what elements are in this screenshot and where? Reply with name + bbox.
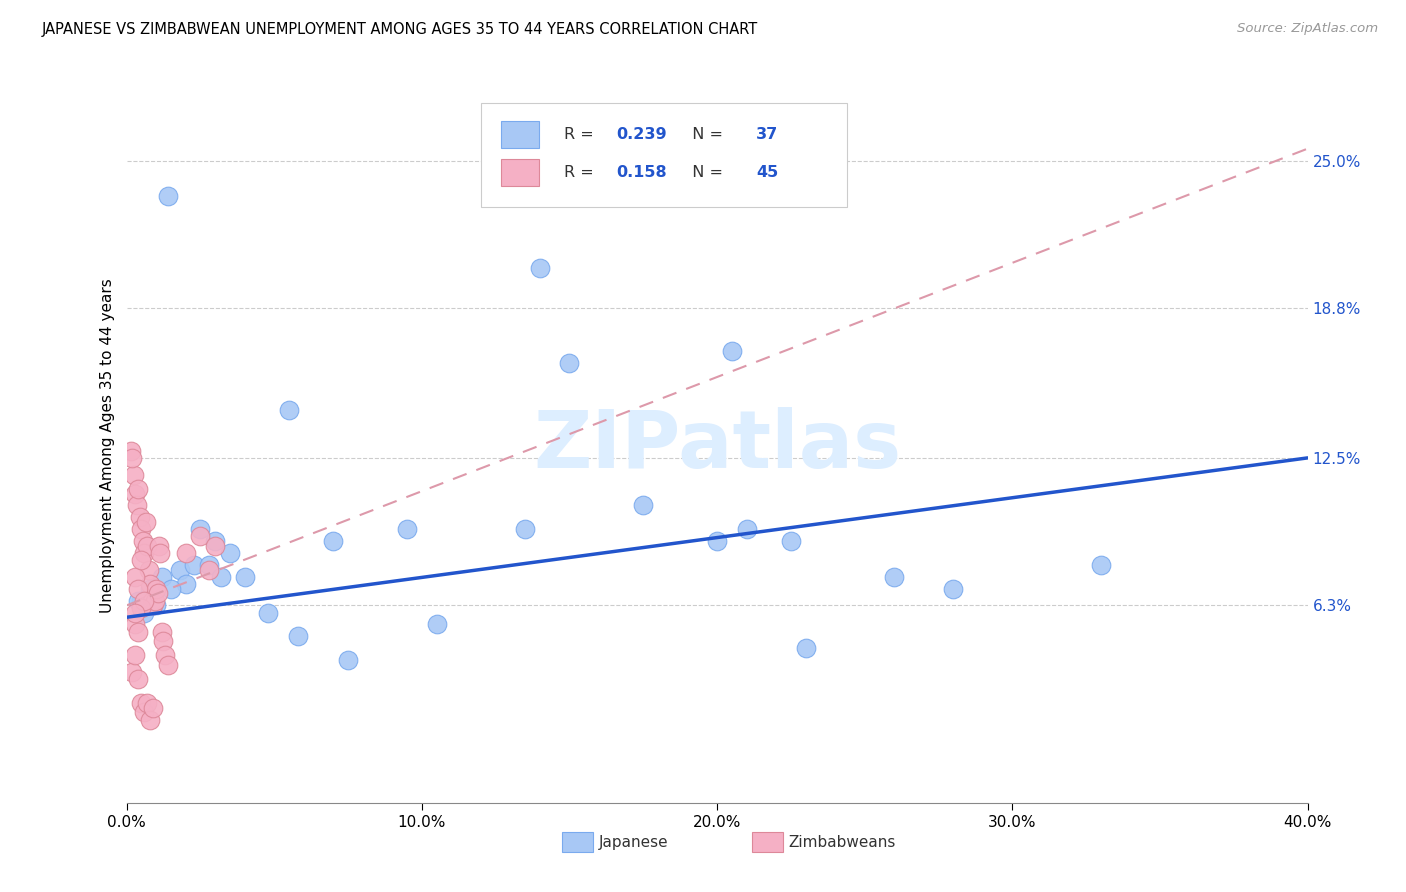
Point [127, 624, 149, 639]
Point [121, 665, 143, 679]
Point [138, 563, 160, 577]
Point [124, 617, 146, 632]
Point [122, 467, 145, 482]
Point [141, 593, 163, 607]
Bar [501, 159, 538, 186]
Point [135, 515, 157, 529]
Point [124, 486, 146, 500]
Point [425, 617, 447, 632]
Point [1090, 558, 1112, 572]
Point [124, 648, 146, 663]
Point [160, 582, 183, 596]
Point [174, 577, 197, 591]
Point [136, 539, 159, 553]
Point [148, 539, 170, 553]
Point [287, 629, 309, 643]
Y-axis label: Unemployment Among Ages 35 to 44 years: Unemployment Among Ages 35 to 44 years [100, 278, 115, 614]
Point [145, 599, 167, 613]
Point [142, 599, 165, 613]
Text: N =: N = [682, 165, 728, 180]
Text: R =: R = [564, 127, 599, 142]
Point [150, 570, 173, 584]
Point [188, 529, 211, 543]
Point [278, 403, 301, 417]
Point [337, 653, 360, 667]
Point [396, 522, 419, 536]
Point [134, 706, 156, 720]
Text: Zimbabweans: Zimbabweans [789, 835, 896, 849]
Point [942, 582, 965, 596]
Text: N =: N = [682, 127, 728, 142]
Point [198, 558, 221, 572]
Point [145, 582, 167, 596]
Point [204, 539, 226, 553]
Point [124, 570, 146, 584]
Point [132, 534, 155, 549]
Point [735, 522, 758, 536]
Text: 37: 37 [756, 127, 779, 142]
Point [121, 450, 143, 465]
Point [529, 260, 551, 275]
Point [142, 599, 165, 613]
Point [706, 534, 728, 549]
Point [183, 558, 205, 572]
Point [257, 606, 280, 620]
Point [127, 482, 149, 496]
Text: Japanese: Japanese [599, 835, 669, 849]
Point [204, 534, 226, 549]
Point [143, 593, 166, 607]
Point [174, 546, 197, 560]
Point [146, 586, 169, 600]
Point [233, 570, 256, 584]
Point [558, 356, 581, 370]
Bar [501, 120, 538, 148]
Text: 0.239: 0.239 [617, 127, 668, 142]
Point [209, 570, 232, 584]
Point [515, 522, 537, 536]
Point [779, 534, 801, 549]
Point [139, 582, 162, 596]
Point [153, 648, 176, 663]
Point [139, 713, 162, 727]
Point [198, 563, 221, 577]
Point [129, 593, 153, 607]
FancyBboxPatch shape [481, 103, 846, 207]
Point [134, 606, 156, 620]
Point [120, 443, 142, 458]
Text: 0.158: 0.158 [617, 165, 668, 180]
Point [129, 522, 153, 536]
Point [720, 343, 742, 358]
Point [188, 522, 211, 536]
Point [128, 510, 150, 524]
Point [883, 570, 905, 584]
Point [149, 546, 172, 560]
Text: R =: R = [564, 165, 599, 180]
Point [218, 546, 242, 560]
Point [127, 593, 149, 607]
Point [142, 700, 165, 714]
Point [794, 641, 817, 656]
Point [127, 582, 149, 596]
Point [139, 577, 162, 591]
Point [129, 696, 153, 710]
Point [136, 696, 159, 710]
Point [134, 546, 156, 560]
Point [127, 672, 149, 686]
Point [156, 657, 179, 672]
Point [129, 600, 153, 615]
Point [156, 189, 179, 203]
Point [152, 634, 174, 648]
Point [124, 606, 146, 620]
Point [633, 499, 655, 513]
Text: 45: 45 [756, 165, 779, 180]
Point [169, 563, 191, 577]
Text: ZIPatlas: ZIPatlas [533, 407, 901, 485]
Point [125, 499, 148, 513]
Text: Source: ZipAtlas.com: Source: ZipAtlas.com [1237, 22, 1378, 36]
Point [150, 624, 173, 639]
Text: JAPANESE VS ZIMBABWEAN UNEMPLOYMENT AMONG AGES 35 TO 44 YEARS CORRELATION CHART: JAPANESE VS ZIMBABWEAN UNEMPLOYMENT AMON… [42, 22, 758, 37]
Point [129, 553, 153, 567]
Point [134, 593, 156, 607]
Point [322, 534, 344, 549]
